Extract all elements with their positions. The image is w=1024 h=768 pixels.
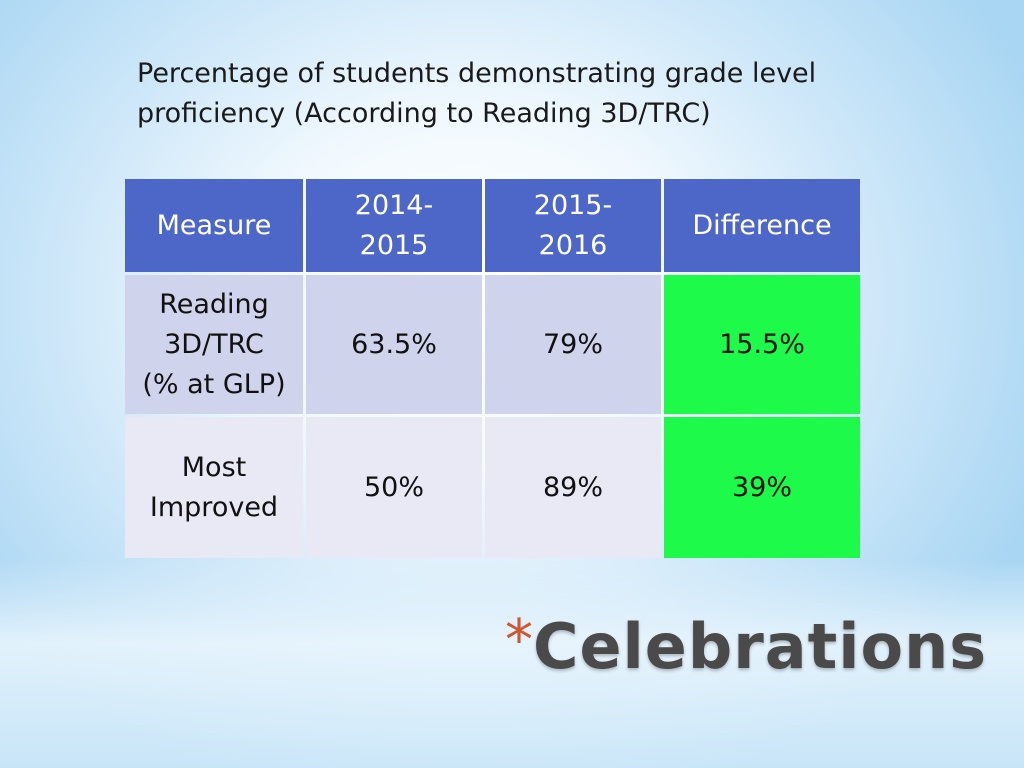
header-measure: Measure xyxy=(125,179,303,272)
table-caption: Percentage of students demonstrating gra… xyxy=(137,58,817,129)
measure-line1: Most xyxy=(181,451,247,483)
header-measure-label: Measure xyxy=(156,209,272,241)
header-difference: Difference xyxy=(664,179,860,272)
cell-measure: Most Improved xyxy=(125,417,303,558)
table-row: Most Improved 50% 89% 39% xyxy=(125,417,860,558)
header-year1-line2: 2015 xyxy=(359,229,429,261)
header-year-2014-2015: 2014- 2015 xyxy=(306,179,482,272)
cell-measure: Reading 3D/TRC (% at GLP) xyxy=(125,275,303,414)
measure-line1: Reading xyxy=(159,288,269,320)
cell-year2: 79% xyxy=(485,275,661,414)
header-year2-line1: 2015- xyxy=(533,189,613,221)
proficiency-table: Measure 2014- 2015 2015- 2016 Difference… xyxy=(122,176,863,561)
table-row: Reading 3D/TRC (% at GLP) 63.5% 79% 15.5… xyxy=(125,275,860,414)
cell-year1: 63.5% xyxy=(306,275,482,414)
background-floor xyxy=(0,560,1024,768)
header-year2-line2: 2016 xyxy=(538,229,608,261)
header-year-2015-2016: 2015- 2016 xyxy=(485,179,661,272)
slide-title-block: *Celebrations xyxy=(505,608,988,683)
cell-difference: 15.5% xyxy=(664,275,860,414)
cell-difference: 39% xyxy=(664,417,860,558)
measure-line3: (% at GLP) xyxy=(142,368,286,400)
header-difference-label: Difference xyxy=(692,209,832,241)
table-header-row: Measure 2014- 2015 2015- 2016 Difference xyxy=(125,179,860,272)
cell-year1: 50% xyxy=(306,417,482,558)
measure-line2: 3D/TRC xyxy=(164,328,264,360)
header-year1-line1: 2014- xyxy=(354,189,434,221)
slide-title: Celebrations xyxy=(533,610,988,683)
cell-year2: 89% xyxy=(485,417,661,558)
asterisk-bullet-icon: * xyxy=(505,608,533,673)
measure-line2: Improved xyxy=(149,491,279,523)
